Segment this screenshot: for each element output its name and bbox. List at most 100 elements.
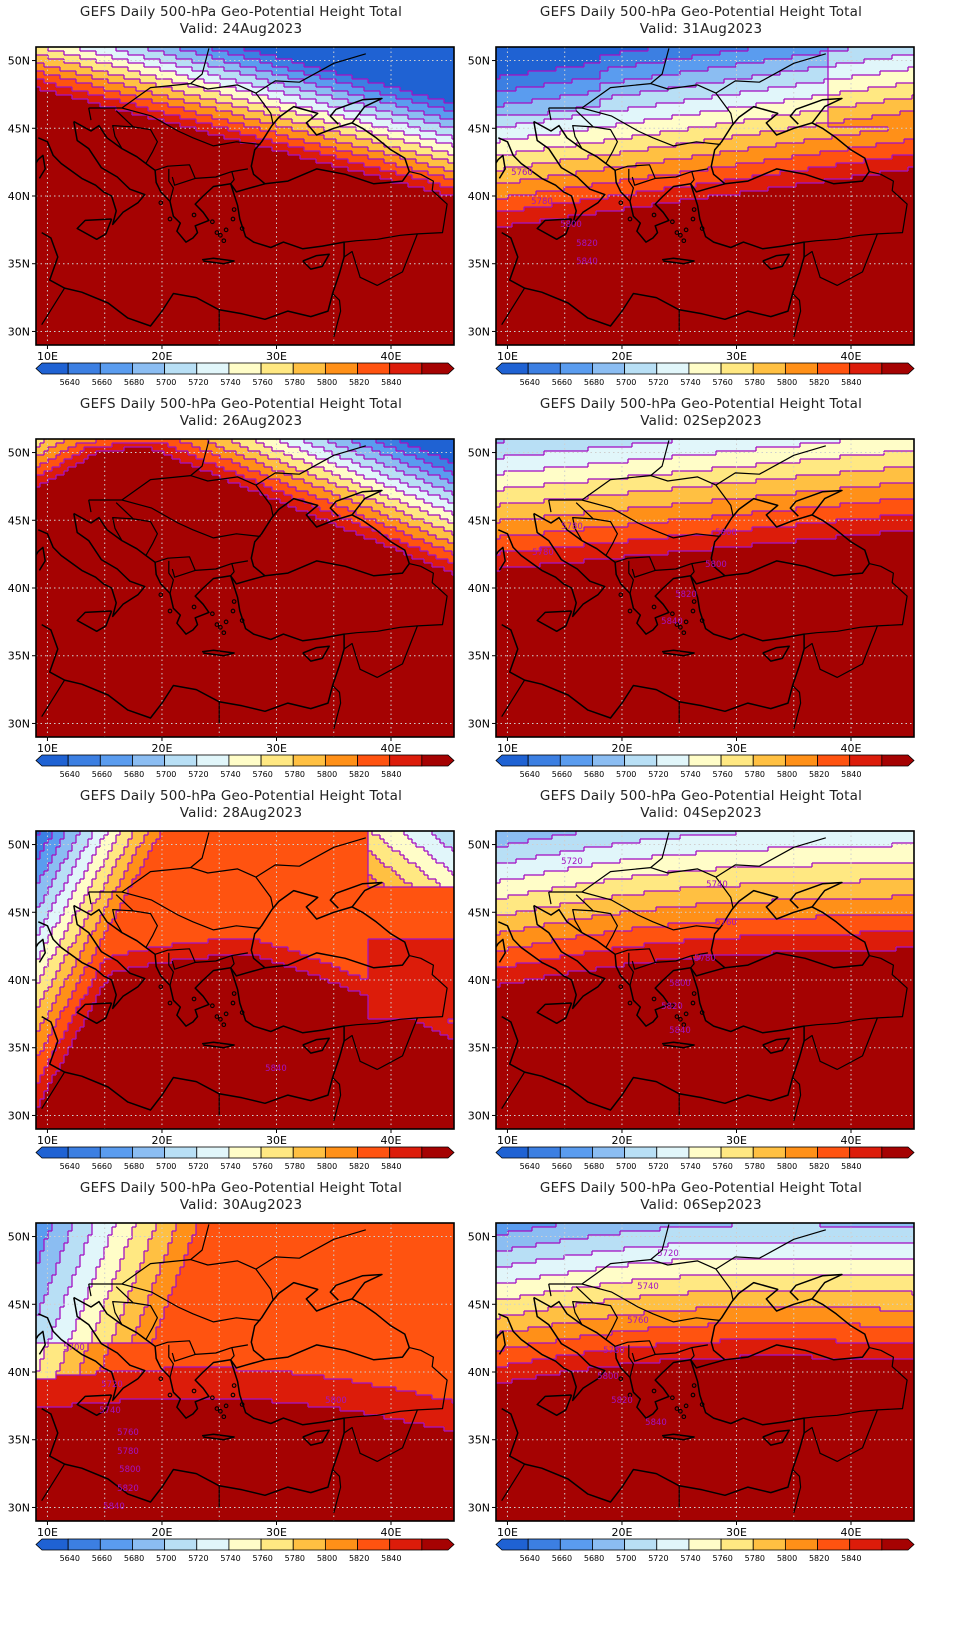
height-band: [496, 679, 914, 684]
height-band: [496, 1471, 914, 1476]
height-band: [120, 1319, 141, 1324]
height-band: [108, 79, 141, 84]
height-band: [368, 955, 454, 960]
height-band: [496, 283, 914, 288]
height-band: [92, 1339, 113, 1344]
height-band: [72, 1043, 454, 1048]
height-band: [312, 115, 345, 120]
height-band: [52, 1227, 73, 1232]
height-band: [36, 1455, 454, 1460]
height-band: [36, 599, 454, 604]
height-band: [432, 523, 454, 528]
height-band: [408, 183, 441, 188]
height-band: [552, 887, 681, 892]
island: [618, 1376, 624, 1382]
coastlines: [36, 1273, 411, 1503]
height-band: [880, 515, 914, 520]
height-band: [56, 443, 77, 448]
height-band: [168, 103, 201, 108]
height-band: [76, 79, 109, 84]
height-band: [496, 207, 525, 212]
height-band: [72, 847, 85, 852]
height-band: [496, 907, 537, 912]
height-band: [360, 119, 393, 124]
height-band: [192, 443, 217, 448]
island: [670, 611, 675, 617]
height-band: [840, 503, 914, 508]
height-band: [36, 123, 181, 128]
height-band: [36, 1391, 417, 1396]
island: [681, 1414, 687, 1420]
height-band: [60, 1067, 454, 1072]
height-band: [128, 863, 145, 868]
height-band: [44, 991, 61, 996]
height-band: [36, 871, 45, 876]
height-band: [368, 879, 377, 884]
height-band: [532, 1227, 661, 1232]
height-band: [208, 63, 241, 68]
height-band: [256, 459, 281, 464]
height-band: [500, 503, 673, 508]
panel-valid-date: Valid: 30Aug2023: [179, 1197, 303, 1213]
height-band: [108, 1243, 129, 1248]
height-band: [84, 1251, 105, 1256]
height-band: [36, 1475, 454, 1480]
height-band: [496, 1315, 501, 1320]
height-band: [112, 55, 145, 60]
height-band: [428, 851, 454, 856]
height-band: [60, 451, 81, 456]
height-band: [172, 1239, 193, 1244]
height-band: [496, 1039, 914, 1044]
height-band: [496, 1427, 914, 1432]
legend-label: 5660: [92, 378, 112, 387]
height-band: [256, 143, 289, 148]
height-band: [364, 95, 397, 100]
height-band: [36, 243, 454, 248]
height-band: [72, 891, 89, 896]
height-band: [896, 947, 914, 952]
graticule: [36, 831, 454, 1129]
height-band: [60, 867, 73, 872]
height-band: [36, 327, 454, 332]
height-band: [160, 1323, 454, 1328]
height-band: [36, 1355, 45, 1360]
height-band: [144, 1255, 165, 1260]
height-band: [56, 91, 89, 96]
height-band: [272, 1399, 453, 1404]
height-band: [412, 883, 441, 888]
panel-title: GEFS Daily 500-hPa Geo-Potential Height …: [539, 396, 863, 412]
height-band: [164, 1311, 454, 1316]
latitude-label: 30N: [468, 1501, 490, 1514]
height-band: [36, 1119, 454, 1124]
legend-swatch: [784, 1146, 818, 1159]
height-band: [272, 63, 305, 68]
height-band: [92, 959, 105, 964]
height-band: [436, 879, 454, 884]
height-band: [64, 1031, 77, 1036]
height-band: [496, 863, 593, 868]
height-band: [408, 123, 441, 128]
height-band: [600, 1283, 914, 1288]
height-band: [36, 231, 454, 236]
height-band: [60, 1011, 77, 1016]
height-band: [36, 1063, 49, 1068]
contour-label: 5780: [531, 197, 553, 207]
height-band: [44, 439, 65, 444]
legend-label: 5840: [841, 1162, 861, 1171]
latitude-label: 45N: [8, 514, 30, 527]
height-band: [104, 1355, 454, 1360]
height-band: [88, 867, 101, 872]
height-band: [40, 1359, 65, 1364]
height-band: [496, 627, 914, 632]
height-band: [496, 951, 585, 956]
height-band: [48, 863, 61, 868]
height-band: [516, 87, 601, 92]
height-band: [36, 1339, 49, 1344]
height-band: [756, 495, 914, 500]
height-band: [384, 151, 417, 156]
height-band: [428, 491, 453, 496]
height-band: [384, 503, 409, 508]
filled-contours: [36, 47, 454, 345]
height-band: [336, 155, 369, 160]
